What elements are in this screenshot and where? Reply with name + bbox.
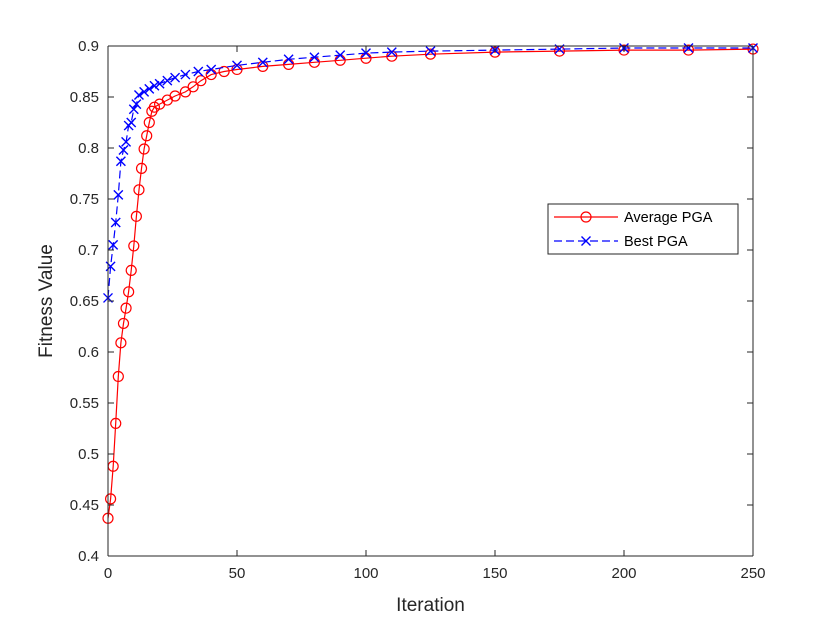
data-point: [110, 417, 122, 429]
data-point: [218, 65, 230, 78]
data-point: [131, 99, 142, 110]
legend-marker: [580, 211, 592, 223]
data-point: [120, 302, 132, 314]
plot-area: [108, 46, 753, 556]
series-line: [107, 47, 753, 298]
data-point: [113, 189, 124, 200]
data-point: [133, 89, 144, 100]
data-point: [195, 75, 207, 87]
x-tick-label: 100: [353, 565, 378, 582]
legend-marker: [581, 236, 591, 246]
legend-box: [547, 203, 739, 255]
data-point: [118, 145, 129, 156]
data-point: [130, 210, 142, 222]
y-tick-label: 0.4: [78, 548, 99, 565]
data-point: [139, 86, 150, 97]
data-point: [149, 80, 160, 91]
series-line: [107, 48, 754, 519]
data-point: [386, 47, 397, 58]
data-point: [141, 130, 153, 142]
data-point: [309, 52, 320, 63]
x-tick-label: 50: [229, 565, 246, 582]
data-point: [123, 286, 135, 298]
data-point: [135, 162, 148, 174]
data-point: [180, 69, 191, 80]
data-point: [187, 81, 199, 93]
y-tick-label: 0.9: [78, 38, 99, 55]
data-point: [128, 104, 139, 115]
data-point: [133, 184, 145, 196]
legend-label: Best PGA: [624, 234, 688, 250]
data-point: [425, 46, 436, 57]
tick-layer: 0 50 100 150 200 250 0.4 0.45 0.5 0.55 0.6 0.65 0.7 0…: [70, 38, 766, 582]
y-tick-label: 0.5: [78, 446, 99, 463]
legend-label: Average PGA: [624, 210, 713, 226]
y-tick-label: 0.8: [78, 140, 99, 157]
data-point: [154, 78, 165, 89]
data-point: [682, 44, 695, 56]
data-point: [283, 54, 294, 65]
data-point: [169, 90, 181, 102]
data-point: [112, 370, 124, 383]
legend-items: Average PGA Best PGA: [554, 210, 713, 250]
y-tick-label: 0.65: [70, 293, 99, 310]
data-point: [115, 156, 126, 167]
data-point: [126, 117, 137, 128]
data-point: [424, 48, 437, 60]
y-tick-label: 0.7: [78, 242, 99, 259]
data-point: [128, 240, 140, 252]
x-tick-label: 150: [482, 565, 507, 582]
data-point: [361, 48, 371, 59]
data-point: [257, 57, 268, 68]
x-axis-title: Iteration: [396, 595, 465, 616]
data-point: [206, 64, 217, 75]
y-tick-label: 0.85: [70, 89, 99, 106]
data-point: [162, 75, 173, 86]
y-tick-label: 0.6: [78, 344, 99, 361]
data-point: [125, 264, 137, 276]
y-tick-label: 0.75: [70, 191, 99, 208]
data-point: [138, 143, 150, 155]
x-tick-label: 250: [740, 565, 765, 582]
data-point: [170, 72, 181, 83]
y-tick-label: 0.45: [70, 497, 99, 514]
data-point: [104, 493, 117, 505]
data-point: [179, 86, 191, 98]
data-point: [110, 217, 121, 228]
y-tick-label: 0.55: [70, 395, 99, 412]
x-tick-label: 200: [611, 565, 636, 582]
data-point: [143, 116, 155, 129]
data-point: [232, 60, 242, 71]
data-point: [115, 337, 127, 349]
data-point: [117, 317, 130, 330]
data-point: [144, 83, 155, 94]
data-point: [108, 239, 119, 250]
legend: Average PGA Best PGA: [547, 203, 739, 255]
data-point: [335, 50, 346, 61]
data-point: [193, 66, 204, 77]
data-point: [121, 136, 132, 147]
x-tick-label: 0: [104, 565, 112, 582]
data-point: [683, 43, 694, 54]
y-axis-title: Fitness Value: [36, 244, 57, 358]
data-point: [618, 44, 630, 56]
